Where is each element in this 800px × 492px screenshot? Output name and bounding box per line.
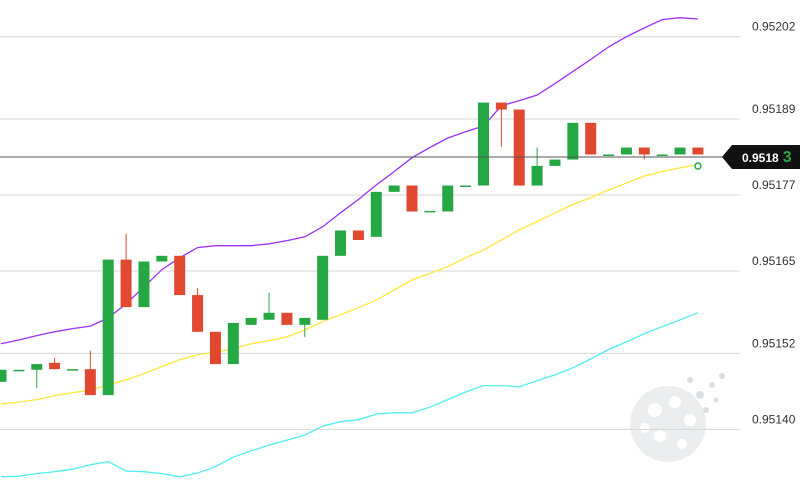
candle-body <box>692 147 704 155</box>
candle-body <box>513 109 525 186</box>
band-line <box>0 163 699 405</box>
candle-body <box>335 230 347 256</box>
y-tick-label: 0.95177 <box>752 178 796 192</box>
candle-body <box>192 295 204 332</box>
candle-body <box>138 261 150 308</box>
candle-body <box>424 210 436 213</box>
candle-body <box>156 255 168 262</box>
last-price-pipette: 3 <box>783 149 792 166</box>
y-tick-label: 0.95152 <box>752 336 796 350</box>
y-tick-label: 0.95202 <box>752 20 796 34</box>
candle-body <box>31 364 43 370</box>
candle-body <box>227 322 239 365</box>
price-marker: 0.9518 3 <box>0 145 800 170</box>
candle-body <box>567 122 579 160</box>
band-line <box>0 312 699 478</box>
y-tick-label: 0.95140 <box>752 412 796 426</box>
candle-body <box>317 255 329 320</box>
candle-body <box>638 147 650 155</box>
candle-body <box>299 317 311 325</box>
candle-body <box>174 255 186 296</box>
last-price-box <box>722 145 800 170</box>
candle-body <box>352 230 364 240</box>
candle-body <box>263 312 275 320</box>
candle-body <box>674 147 686 155</box>
y-tick-label: 0.95189 <box>752 102 796 116</box>
last-price-label: 0.9518 3 <box>742 149 792 166</box>
candle-body <box>656 154 668 157</box>
candle-body <box>495 102 507 110</box>
candle-body <box>620 147 632 155</box>
candle-body <box>406 185 418 212</box>
candle-body <box>442 185 454 212</box>
candle-body <box>102 259 114 396</box>
grid: 0.95202 0.95189 0.95177 0.95165 0.95152 0.951… <box>0 20 796 430</box>
candle-body <box>245 317 257 325</box>
candles <box>0 102 704 396</box>
last-price-dot <box>694 162 702 170</box>
candle-body <box>549 159 561 166</box>
candle-body <box>84 369 96 396</box>
candle-body <box>0 369 7 382</box>
candle-body <box>477 102 489 186</box>
candle-body <box>388 185 400 192</box>
candle-body <box>120 259 132 308</box>
candle-body <box>13 369 25 372</box>
candle-body <box>603 154 615 157</box>
candle-body <box>49 362 61 370</box>
watermark-logo <box>630 373 725 462</box>
band-line <box>0 17 698 345</box>
candle-body <box>281 312 293 325</box>
candle-body <box>460 185 472 188</box>
candle-body <box>370 191 382 237</box>
candle-body <box>66 369 78 371</box>
candle-body <box>531 165 543 186</box>
indicator-lines <box>0 17 699 478</box>
y-tick-label: 0.95165 <box>752 254 796 268</box>
candle-body <box>585 122 597 155</box>
candle-body <box>209 331 221 365</box>
last-price-main: 0.9518 <box>742 151 779 165</box>
